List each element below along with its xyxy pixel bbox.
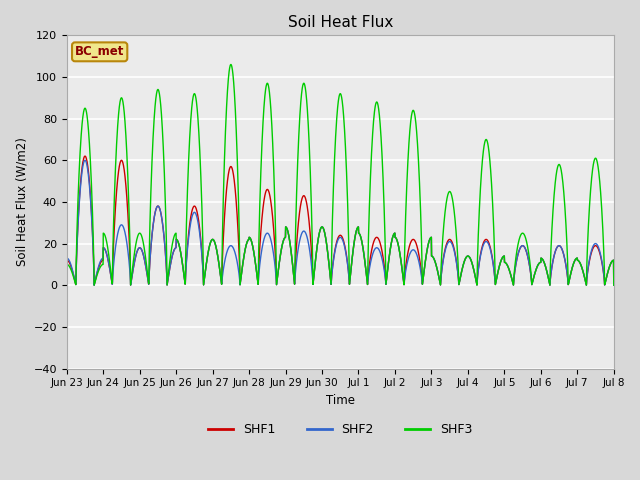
SHF2 <box>540 260 548 265</box>
SHF3 <box>610 282 618 288</box>
SHF3 <box>125 212 133 218</box>
SHF1 <box>125 240 133 246</box>
SHF3 <box>227 61 235 67</box>
SHF2 <box>158 216 166 221</box>
SHF1 <box>296 204 304 209</box>
SHF2 <box>81 157 89 163</box>
SHF1 <box>63 257 70 263</box>
Line: SHF3: SHF3 <box>67 64 614 285</box>
SHF3 <box>599 234 607 240</box>
Line: SHF2: SHF2 <box>67 160 614 285</box>
SHF1 <box>81 153 89 159</box>
X-axis label: Time: Time <box>326 394 355 407</box>
SHF1 <box>158 216 166 221</box>
SHF2 <box>296 235 304 240</box>
Title: Soil Heat Flux: Soil Heat Flux <box>287 15 393 30</box>
SHF3 <box>63 262 70 267</box>
SHF2 <box>610 282 618 288</box>
Text: BC_met: BC_met <box>75 45 124 59</box>
SHF3 <box>273 280 280 286</box>
Line: SHF1: SHF1 <box>67 156 614 285</box>
SHF2 <box>599 266 607 272</box>
SHF3 <box>296 104 304 110</box>
SHF1 <box>273 280 280 286</box>
Y-axis label: Soil Heat Flux (W/m2): Soil Heat Flux (W/m2) <box>15 137 28 266</box>
SHF2 <box>125 262 133 267</box>
SHF2 <box>273 280 280 286</box>
SHF3 <box>158 114 166 120</box>
SHF3 <box>540 260 548 265</box>
SHF2 <box>63 255 70 261</box>
Legend: SHF1, SHF2, SHF3: SHF1, SHF2, SHF3 <box>203 418 477 441</box>
SHF1 <box>540 260 548 265</box>
SHF1 <box>610 282 618 288</box>
SHF1 <box>599 267 607 273</box>
